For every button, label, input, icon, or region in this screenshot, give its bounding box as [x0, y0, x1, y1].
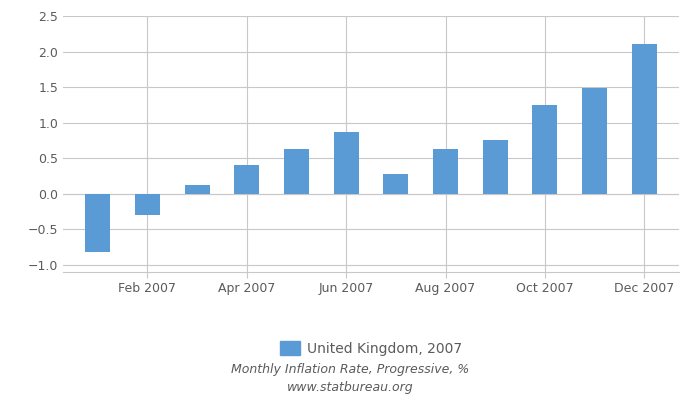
Bar: [533, 105, 557, 194]
Bar: [234, 165, 259, 194]
Bar: [85, 194, 110, 252]
Bar: [185, 184, 209, 194]
Bar: [433, 149, 458, 194]
Bar: [483, 140, 507, 194]
Bar: [582, 88, 607, 194]
Bar: [135, 194, 160, 215]
Bar: [334, 132, 358, 194]
Text: www.statbureau.org: www.statbureau.org: [287, 382, 413, 394]
Bar: [284, 149, 309, 194]
Text: Monthly Inflation Rate, Progressive, %: Monthly Inflation Rate, Progressive, %: [231, 364, 469, 376]
Bar: [384, 174, 408, 194]
Bar: [632, 44, 657, 194]
Legend: United Kingdom, 2007: United Kingdom, 2007: [274, 335, 468, 361]
